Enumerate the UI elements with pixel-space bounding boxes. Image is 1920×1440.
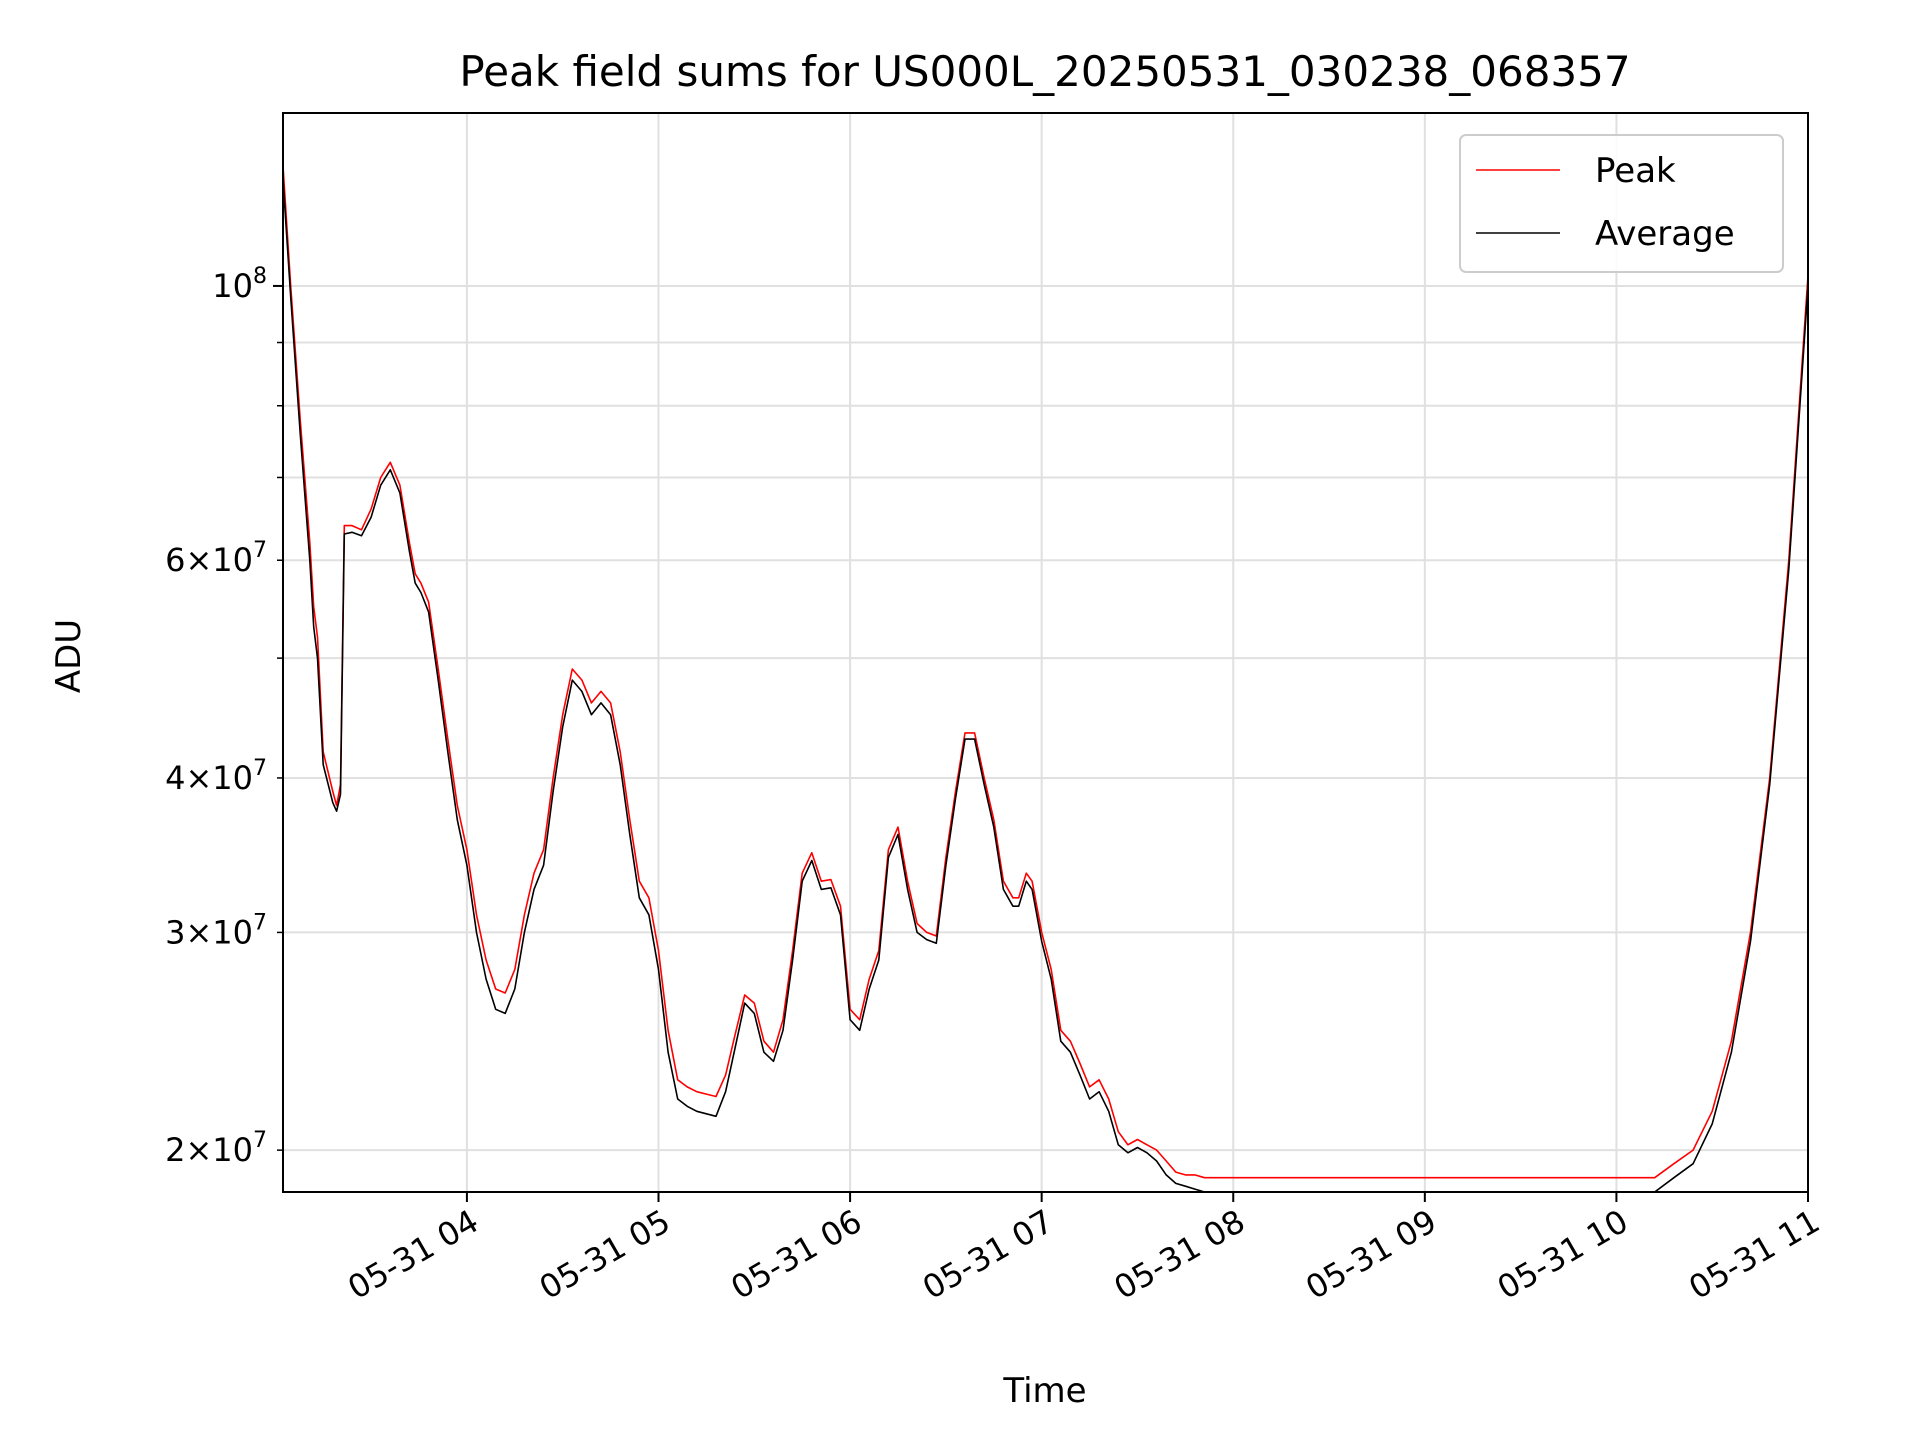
y-tick-exponent: 7 [253,1128,267,1153]
legend: Peak Average [1459,134,1784,273]
series-line-average [283,179,1808,1192]
y-tick-times-sign: × [185,1131,212,1169]
x-axis-label: Time [1002,1371,1086,1411]
y-tick-label: 3×107 [165,910,267,951]
y-tick-base: 10 [212,913,253,951]
legend-label-peak: Peak [1595,151,1676,191]
y-tick-label: 6×107 [165,538,267,579]
y-tick-label: 4×107 [165,756,267,797]
y-tick-base: 10 [212,267,253,305]
y-tick-exponent: 7 [253,538,267,563]
y-tick-base: 10 [212,1131,253,1169]
plot-frame [282,112,1809,1193]
y-tick-base: 10 [212,541,253,579]
y-tick-label: 108 [212,264,267,305]
chart-title: Peak field sums for US000L_20250531_0302… [459,47,1630,96]
series-layer [283,166,1808,1192]
y-tick-exponent: 7 [253,910,267,935]
legend-label-average: Average [1595,214,1735,254]
series-line-peak [283,166,1808,1179]
y-tick-mantissa: 6 [165,541,185,579]
y-tick-mantissa: 4 [165,759,185,797]
y-tick-label: 2×107 [165,1128,267,1169]
y-tick-mantissa: 3 [165,913,185,951]
y-axis-label: ADU [49,619,89,693]
y-tick-exponent: 7 [253,756,267,781]
y-tick-times-sign: × [185,913,212,951]
y-tick-mantissa: 2 [165,1131,185,1169]
y-tick-times-sign: × [185,541,212,579]
y-tick-base: 10 [212,759,253,797]
y-tick-exponent: 8 [253,264,267,289]
y-tick-times-sign: × [185,759,212,797]
